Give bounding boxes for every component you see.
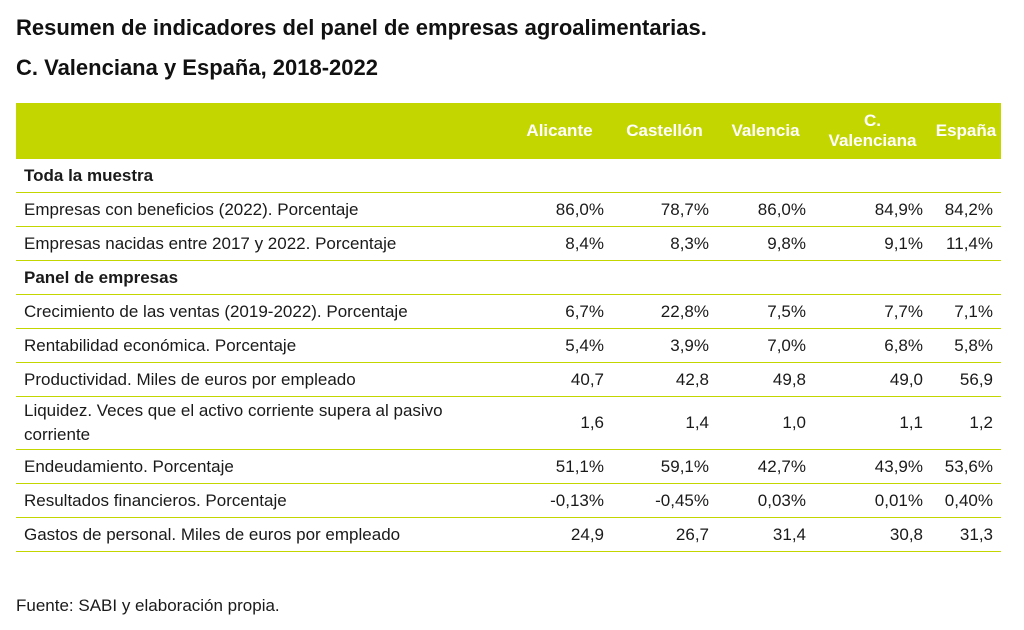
cell-value: 43,9% — [814, 449, 931, 484]
cell-value: 1,6 — [507, 396, 612, 450]
cell-value: 8,4% — [507, 226, 612, 261]
cell-value: 53,6% — [931, 449, 1001, 484]
cell-value: 0,03% — [717, 483, 814, 518]
cell-value: 51,1% — [507, 449, 612, 484]
cell-value: 31,4 — [717, 517, 814, 552]
cell-value: 1,1 — [814, 396, 931, 450]
indicators-table: Alicante Castellón Valencia C. Valencian… — [16, 103, 1001, 552]
title-line-1: Resumen de indicadores del panel de empr… — [16, 15, 707, 40]
cell-value: 40,7 — [507, 362, 612, 397]
cell-value: 9,1% — [814, 226, 931, 261]
table-row: Liquidez. Veces que el activo corriente … — [16, 396, 1001, 450]
cell-value: 86,0% — [507, 192, 612, 227]
cell-value: 86,0% — [717, 192, 814, 227]
column-header-alicante: Alicante — [526, 121, 593, 140]
cell-value: 49,0 — [814, 362, 931, 397]
table-row: Resultados financieros. Porcentaje -0,13… — [16, 483, 1001, 518]
cell-value: 26,7 — [612, 517, 717, 552]
title-line-2: C. Valenciana y España, 2018-2022 — [16, 55, 379, 80]
row-label: Endeudamiento. Porcentaje — [16, 449, 507, 484]
cell-value: 31,3 — [931, 517, 1001, 552]
source-note: Fuente: SABI y elaboración propia. — [16, 596, 280, 615]
cell-value: 7,0% — [717, 328, 814, 363]
cell-value: 8,3% — [612, 226, 717, 261]
section-label: Toda la muestra — [16, 159, 1001, 193]
cell-value: 49,8 — [717, 362, 814, 397]
column-header-valencia: Valencia — [731, 121, 800, 140]
row-label: Resultados financieros. Porcentaje — [16, 483, 507, 518]
cell-value: 84,2% — [931, 192, 1001, 227]
table-row: Rentabilidad económica. Porcentaje 5,4% … — [16, 328, 1001, 363]
cell-value: 24,9 — [507, 517, 612, 552]
row-label: Liquidez. Veces que el activo corriente … — [16, 396, 507, 450]
cell-value: 1,4 — [612, 396, 717, 450]
row-label: Empresas nacidas entre 2017 y 2022. Porc… — [16, 226, 507, 261]
section-row-panel-de-empresas: Panel de empresas — [16, 260, 1001, 295]
cell-value: 1,0 — [717, 396, 814, 450]
row-label: Rentabilidad económica. Porcentaje — [16, 328, 507, 363]
table-row: Endeudamiento. Porcentaje 51,1% 59,1% 42… — [16, 449, 1001, 484]
section-label: Panel de empresas — [16, 260, 1001, 295]
cell-value: -0,13% — [507, 483, 612, 518]
cell-value: 42,7% — [717, 449, 814, 484]
cell-value: 11,4% — [931, 226, 1001, 261]
table-header-row: Alicante Castellón Valencia C. Valencian… — [16, 103, 1001, 159]
row-label: Crecimiento de las ventas (2019-2022). P… — [16, 294, 507, 329]
cell-value: 59,1% — [612, 449, 717, 484]
cell-value: 7,5% — [717, 294, 814, 329]
cell-value: 7,1% — [931, 294, 1001, 329]
section-row-toda-la-muestra: Toda la muestra — [16, 159, 1001, 193]
cell-value: 84,9% — [814, 192, 931, 227]
cell-value: 78,7% — [612, 192, 717, 227]
column-header-castellon: Castellón — [626, 121, 703, 140]
header-blank-cell — [16, 103, 507, 159]
cell-value: 6,7% — [507, 294, 612, 329]
table-row: Crecimiento de las ventas (2019-2022). P… — [16, 294, 1001, 329]
cell-value: 3,9% — [612, 328, 717, 363]
cell-value: 7,7% — [814, 294, 931, 329]
cell-value: -0,45% — [612, 483, 717, 518]
cell-value: 22,8% — [612, 294, 717, 329]
row-label: Productividad. Miles de euros por emplea… — [16, 362, 507, 397]
table-row: Gastos de personal. Miles de euros por e… — [16, 517, 1001, 552]
table-row: Empresas nacidas entre 2017 y 2022. Porc… — [16, 226, 1001, 261]
cell-value: 42,8 — [612, 362, 717, 397]
cell-value: 5,4% — [507, 328, 612, 363]
cell-value: 6,8% — [814, 328, 931, 363]
cell-value: 5,8% — [931, 328, 1001, 363]
table-row: Empresas con beneficios (2022). Porcenta… — [16, 192, 1001, 227]
cell-value: 30,8 — [814, 517, 931, 552]
page-title: Resumen de indicadores del panel de empr… — [16, 8, 707, 88]
row-label: Empresas con beneficios (2022). Porcenta… — [16, 192, 507, 227]
cell-value: 0,40% — [931, 483, 1001, 518]
cell-value: 56,9 — [931, 362, 1001, 397]
column-header-espana: España — [935, 121, 997, 140]
column-header-c-valenciana: C. Valenciana — [828, 111, 917, 150]
cell-value: 1,2 — [931, 396, 1001, 450]
row-label: Gastos de personal. Miles de euros por e… — [16, 517, 507, 552]
cell-value: 9,8% — [717, 226, 814, 261]
table-row: Productividad. Miles de euros por emplea… — [16, 362, 1001, 397]
cell-value: 0,01% — [814, 483, 931, 518]
